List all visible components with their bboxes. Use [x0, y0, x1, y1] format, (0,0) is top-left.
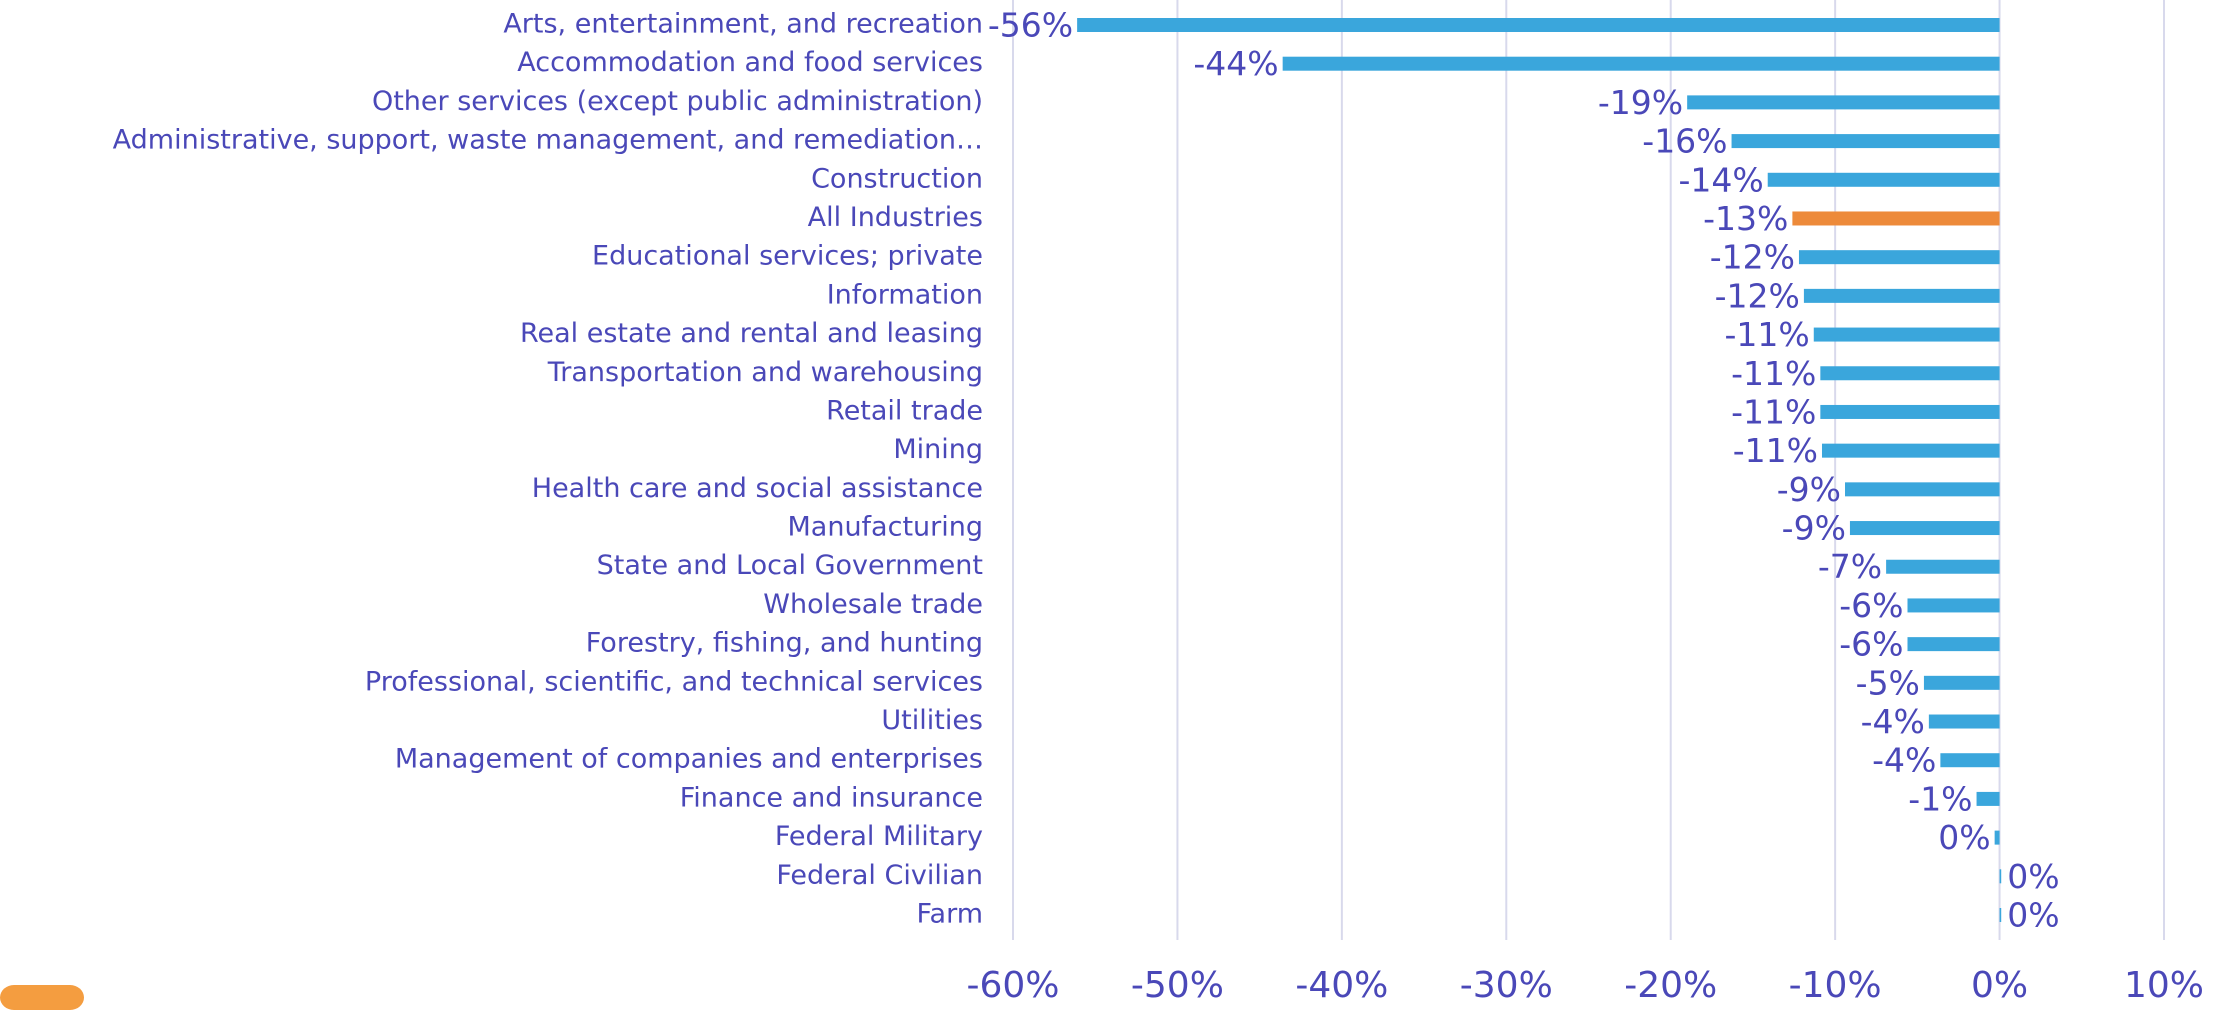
category-label: Accommodation and food services [517, 47, 983, 78]
data-label: -13% [1703, 199, 1788, 238]
bar [1768, 173, 2000, 187]
data-label: -44% [1193, 44, 1278, 83]
data-label: -6% [1839, 586, 1903, 625]
bar [2000, 869, 2002, 883]
category-label: Health care and social assistance [532, 473, 983, 504]
category-label: Mining [893, 434, 983, 465]
category-label: Information [827, 279, 983, 310]
category-label: Educational services; private [592, 241, 983, 272]
category-label: Real estate and rental and leasing [520, 318, 983, 349]
bar [1822, 444, 2000, 458]
bar [2000, 908, 2002, 922]
category-label: Professional, scientific, and technical … [365, 666, 983, 697]
data-label: -19% [1598, 83, 1683, 122]
x-tick-label: -30% [1460, 965, 1553, 1006]
bar [1077, 18, 1999, 32]
x-tick-label: 0% [1971, 965, 2028, 1006]
bar [1792, 211, 1999, 225]
x-tick-label: -20% [1624, 965, 1717, 1006]
category-label: Forestry, fishing, and hunting [586, 628, 983, 659]
x-tick-label: -40% [1295, 965, 1388, 1006]
category-label: State and Local Government [597, 550, 983, 581]
data-label: -11% [1725, 315, 1810, 354]
data-label: -7% [1818, 547, 1882, 586]
bar [1845, 482, 2000, 496]
data-label: -11% [1731, 392, 1816, 431]
category-label: Utilities [881, 705, 983, 736]
data-label: -12% [1710, 238, 1795, 277]
bar [1995, 831, 2000, 845]
category-label: Wholesale trade [763, 589, 983, 620]
bar [1929, 715, 2000, 729]
category-label: Construction [811, 163, 983, 194]
bar [1907, 637, 1999, 651]
category-label: Management of companies and enterprises [395, 744, 983, 775]
x-tick-label: -10% [1789, 965, 1882, 1006]
bar [1940, 753, 1999, 767]
category-label: Finance and insurance [680, 782, 983, 813]
category-label: Administrative, support, waste managemen… [113, 125, 983, 156]
category-label: Retail trade [826, 395, 983, 426]
bar [1886, 560, 1999, 574]
bar [1732, 134, 2000, 148]
bar [1283, 57, 2000, 71]
data-label: -16% [1642, 122, 1727, 161]
bar [1977, 792, 2000, 806]
data-label: -11% [1731, 354, 1816, 393]
data-label: -12% [1715, 276, 1800, 315]
data-label: -9% [1782, 509, 1846, 548]
chart: -60% -50% -40% -30% -20% -10% 0% 10% Arts, enter… [0, 0, 2218, 1010]
data-label: 0% [1938, 818, 1990, 857]
bar [1924, 676, 2000, 690]
category-label: Arts, entertainment, and recreation [503, 9, 983, 40]
category-label: Transportation and warehousing [547, 357, 983, 388]
data-label: -1% [1908, 779, 1972, 818]
logo-fragment [0, 985, 84, 1010]
category-label: All Industries [808, 202, 983, 233]
category-label: Manufacturing [787, 512, 983, 543]
data-label: -56% [988, 6, 1073, 45]
bar [1907, 598, 1999, 612]
category-label: Federal Military [775, 821, 983, 852]
x-tick-label: -60% [966, 965, 1059, 1006]
data-label: -11% [1733, 431, 1818, 470]
x-tick-label: -50% [1131, 965, 1224, 1006]
bar [1850, 521, 2000, 535]
category-label: Other services (except public administra… [372, 86, 983, 117]
data-label: -9% [1777, 470, 1841, 509]
data-label: -4% [1872, 741, 1936, 780]
data-label: -6% [1839, 625, 1903, 664]
x-tick-label: 10% [2124, 965, 2204, 1006]
bar [1814, 328, 2000, 342]
bar [1687, 95, 1999, 109]
bar [1799, 250, 2000, 264]
data-label: 0% [2007, 896, 2059, 935]
bar [1820, 405, 1999, 419]
category-label: Federal Civilian [776, 860, 983, 891]
data-label: 0% [2007, 857, 2059, 896]
data-label: -14% [1678, 160, 1763, 199]
bar [1820, 366, 1999, 380]
data-label: -4% [1861, 702, 1925, 741]
category-label: Farm [916, 899, 983, 930]
data-label: -5% [1856, 663, 1920, 702]
bar [1804, 289, 2000, 303]
